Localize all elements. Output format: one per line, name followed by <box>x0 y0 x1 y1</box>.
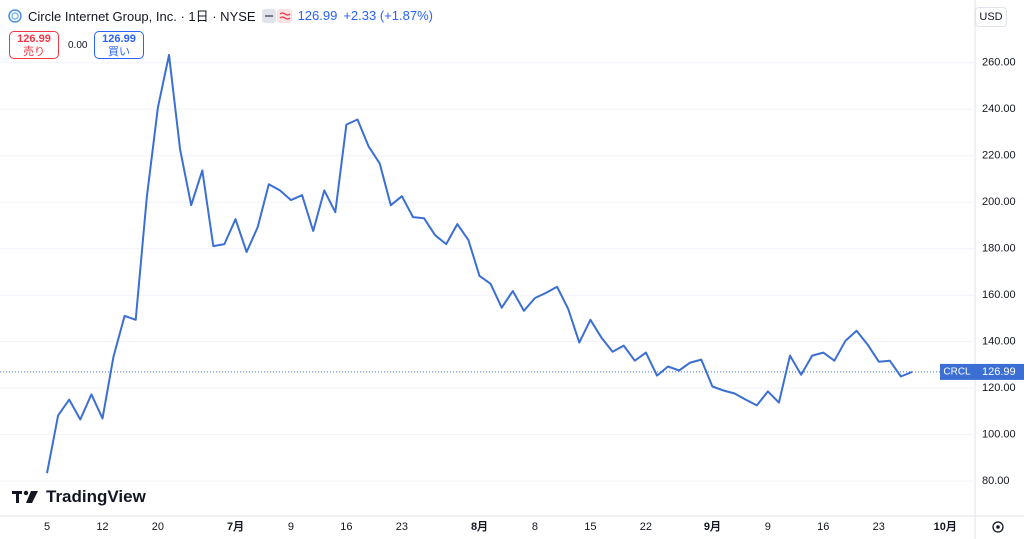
settings-icon <box>992 521 1004 533</box>
price-tag <box>975 363 1024 380</box>
x-tick-label: 10月 <box>934 520 957 533</box>
x-tick-label: 9 <box>288 521 294 533</box>
x-tick-label: 15 <box>584 521 596 533</box>
x-tick-label: 23 <box>396 521 408 533</box>
header-change: +2.33 (+1.87%) <box>343 8 433 23</box>
y-tick-label: 220.00 <box>982 150 1016 162</box>
currency-button[interactable]: USD <box>975 7 1007 27</box>
price-tag-label: 126.99 <box>982 366 1016 378</box>
symbol-tag-label: CRCL <box>943 367 971 378</box>
sell-price: 126.99 <box>17 33 51 45</box>
y-tick-label: 240.00 <box>982 103 1016 115</box>
brand: TradingView <box>12 487 146 507</box>
x-tick-label: 5 <box>44 521 50 533</box>
x-tick-label: 23 <box>873 521 885 533</box>
symbol-title: Circle Internet Group, Inc. · 1日 · NYSE <box>28 9 256 24</box>
header: Circle Internet Group, Inc. · 1日 · NYSE … <box>8 6 433 25</box>
sell-label: 売り <box>23 46 45 58</box>
logo-icon <box>8 8 22 23</box>
badges <box>261 8 292 23</box>
header-price: 126.99 <box>297 8 338 23</box>
y-tick-label: 140.00 <box>982 336 1016 348</box>
y-tick-label: 100.00 <box>982 429 1016 441</box>
spread: 0.00 <box>68 40 88 51</box>
x-tick-label: 7月 <box>227 520 244 533</box>
x-tick-label: 16 <box>340 521 352 533</box>
buy-label: 買い <box>108 46 130 58</box>
x-tick-label: 16 <box>817 521 829 533</box>
brand-icon <box>12 490 38 503</box>
x-tick-label: 8 <box>532 521 538 533</box>
settings-icon-dot <box>996 525 1000 529</box>
buy-button[interactable]: 126.99 買い <box>94 31 144 59</box>
price-line <box>46 53 913 474</box>
y-tick-label: 260.00 <box>982 57 1016 69</box>
x-tick-label: 12 <box>96 521 108 533</box>
brand-name: TradingView <box>46 487 146 506</box>
x-tick-label: 20 <box>152 521 164 533</box>
y-tick-label: 200.00 <box>982 196 1016 208</box>
y-tick-label: 120.00 <box>982 382 1016 394</box>
x-tick-label: 9 <box>765 521 771 533</box>
sell-button[interactable]: 126.99 売り <box>9 31 59 59</box>
x-tick-label: 22 <box>640 521 652 533</box>
y-tick-label: 80.00 <box>982 475 1010 487</box>
symbol-tag <box>940 363 975 380</box>
y-tick-label: 180.00 <box>982 243 1016 255</box>
y-tick-label: 160.00 <box>982 289 1016 301</box>
x-tick-label: 9月 <box>704 520 721 533</box>
buy-price: 126.99 <box>102 33 136 45</box>
x-tick-label: 8月 <box>471 520 488 533</box>
